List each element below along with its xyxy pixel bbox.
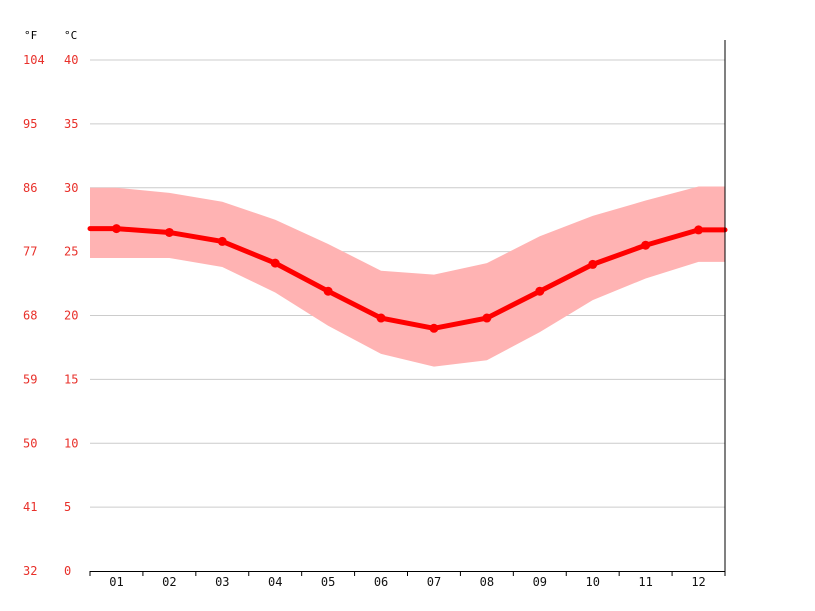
y-tick-label-f: 104	[23, 53, 45, 67]
data-point	[482, 313, 492, 323]
mean-temperature-line	[87, 226, 728, 331]
y-tick-label-c: 15	[64, 372, 78, 386]
y-tick-label-c: 35	[64, 117, 78, 131]
y-tick-label-f: 77	[23, 245, 37, 259]
data-point	[588, 259, 598, 269]
y-tick-label-c: 5	[64, 500, 71, 514]
y-tick-label-f: 68	[23, 309, 37, 323]
x-tick-label: 05	[321, 575, 335, 589]
data-point	[323, 286, 333, 296]
x-tick-label: 10	[585, 575, 599, 589]
x-tick-label: 07	[427, 575, 441, 589]
y-tick-label-f: 86	[23, 181, 37, 195]
x-tick-label: 09	[533, 575, 547, 589]
y-tick-label-f: 50	[23, 436, 37, 450]
data-point	[694, 225, 704, 235]
data-point	[641, 240, 651, 250]
y-tick-label-f: 41	[23, 500, 37, 514]
y-tick-label-f: 95	[23, 117, 37, 131]
data-point	[217, 236, 227, 246]
data-point	[429, 323, 439, 333]
data-point	[535, 286, 545, 296]
celsius-unit-label: °C	[64, 29, 77, 42]
y-axis-labels: 0 32 5 41 10 50 15 59 20 68 25 77 30 86 35 95 40 104	[23, 53, 78, 578]
x-tick-label: 02	[162, 575, 176, 589]
temperature-range-band	[90, 186, 725, 367]
y-tick-label-c: 25	[64, 245, 78, 259]
mean-series	[87, 224, 728, 333]
fahrenheit-unit-label: °F	[24, 29, 37, 42]
x-tick-label: 04	[268, 575, 282, 589]
data-point	[376, 313, 386, 323]
x-tick-label: 03	[215, 575, 229, 589]
x-tick-label: 08	[480, 575, 494, 589]
data-point	[111, 224, 121, 234]
y-tick-label-c: 20	[64, 309, 78, 323]
x-tick-label: 11	[638, 575, 652, 589]
y-tick-label-c: 40	[64, 53, 78, 67]
y-tick-label-c: 30	[64, 181, 78, 195]
y-tick-label-c: 10	[64, 436, 78, 450]
x-tick-label: 06	[374, 575, 388, 589]
x-tick-label: 12	[691, 575, 705, 589]
x-axis: 01 02 03 04 05 06 07 08 09 10 11 12	[89, 40, 726, 589]
data-point	[270, 258, 280, 268]
data-point	[164, 227, 174, 237]
y-tick-label-f: 59	[23, 372, 37, 386]
x-tick-label: 01	[109, 575, 123, 589]
range-band	[90, 186, 725, 367]
y-tick-label-c: 0	[64, 564, 71, 578]
y-tick-label-f: 32	[23, 564, 37, 578]
